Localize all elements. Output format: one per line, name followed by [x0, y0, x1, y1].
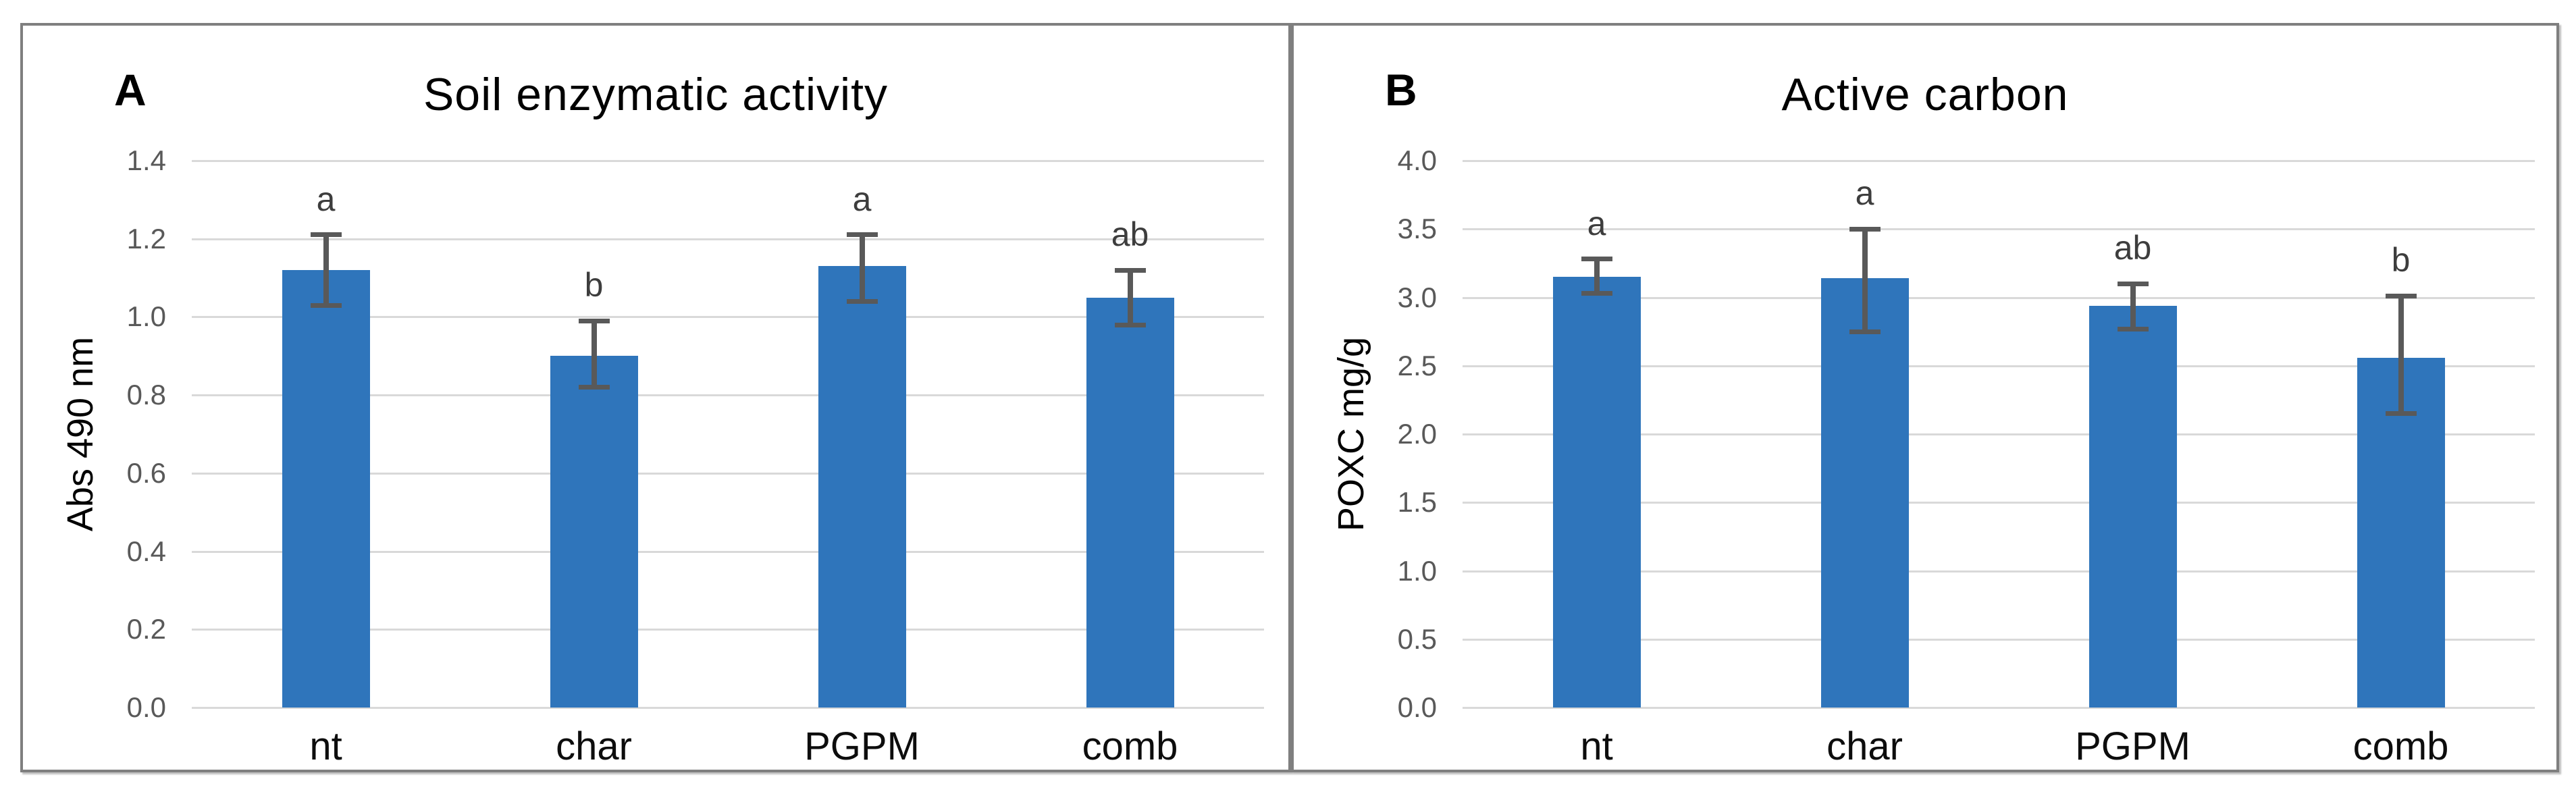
x-category-label: PGPM	[2075, 724, 2190, 768]
y-tick-label: 0.5	[1397, 622, 1437, 655]
y-tick-label: 0.2	[126, 613, 166, 645]
x-category-label: comb	[1082, 724, 1178, 768]
error-bar	[1127, 270, 1133, 325]
bar-comb	[1086, 297, 1174, 708]
x-category-label: nt	[1580, 724, 1613, 768]
bar-char	[550, 356, 638, 708]
error-bar-cap	[310, 302, 342, 308]
x-category-label: PGPM	[804, 724, 920, 768]
error-bar-cap	[846, 232, 878, 238]
x-category-label: nt	[309, 724, 342, 768]
x-category-label: char	[1826, 724, 1903, 768]
bar-char	[1820, 278, 1909, 708]
gridline	[192, 550, 1264, 553]
y-tick-label: 1.5	[1397, 486, 1437, 518]
error-bar-cap	[2117, 326, 2149, 331]
y-tick-label: 0.8	[126, 379, 166, 411]
error-bar	[2130, 284, 2136, 329]
y-tick-label: 1.4	[126, 144, 166, 176]
error-bar-cap	[1849, 329, 1881, 334]
error-bar-cap	[1114, 322, 1146, 327]
significance-letter: ab	[1111, 215, 1149, 253]
y-tick-label: 1.0	[126, 300, 166, 333]
gridline	[192, 238, 1264, 240]
gridline	[1463, 707, 2535, 709]
error-bar-cap	[1581, 257, 1612, 262]
significance-letter: a	[852, 180, 872, 218]
gridline	[1463, 502, 2535, 504]
gridline	[1463, 228, 2535, 231]
error-bar-cap	[1849, 226, 1881, 232]
significance-letter: a	[1587, 204, 1606, 242]
significance-letter: b	[584, 266, 604, 304]
y-tick-label: 0.4	[126, 535, 166, 567]
y-tick-label: 3.0	[1397, 281, 1437, 313]
error-bar-cap	[1114, 267, 1146, 273]
gridline	[192, 629, 1264, 631]
significance-letter: b	[2391, 241, 2411, 280]
error-bar	[1594, 259, 1600, 294]
y-tick-label: 0.6	[126, 456, 166, 489]
y-tick-label: 1.0	[1397, 554, 1437, 587]
gridline	[1463, 570, 2535, 573]
y-tick-label: 2.0	[1397, 418, 1437, 450]
panel-b-label: B	[1385, 65, 1417, 115]
x-category-label: comb	[2352, 724, 2449, 768]
gridline	[192, 316, 1264, 319]
error-bar-cap	[2385, 411, 2417, 417]
significance-letter: a	[316, 180, 336, 218]
x-category-label: char	[556, 724, 632, 768]
gridline	[1463, 433, 2535, 435]
panel-a-chart-title: Soil enzymatic activity	[423, 69, 889, 120]
gridline	[192, 160, 1264, 162]
error-bar-cap	[2385, 293, 2417, 298]
significance-letter: a	[1855, 174, 1874, 213]
error-bar-cap	[310, 232, 342, 238]
panel-a: A Soil enzymatic activity Abs 490 nm 1.4…	[20, 23, 1291, 772]
error-bar-cap	[1581, 290, 1612, 296]
y-tick-label: 1.2	[126, 222, 166, 255]
gridline	[192, 394, 1264, 397]
error-bar	[323, 234, 329, 306]
panel-b-plot-area: 4.0 3.5 3.0 2.5 2.0 1.5 1.0 0.5 0.0 a nt a char ab PGP…	[1294, 26, 2556, 770]
gridline	[1463, 160, 2535, 162]
bar-PGPM	[2088, 305, 2177, 708]
significance-letter: ab	[2113, 229, 2152, 267]
y-tick-label: 2.5	[1397, 349, 1437, 381]
gridline	[192, 472, 1264, 475]
bar-nt	[282, 270, 370, 708]
gridline	[192, 707, 1264, 709]
error-bar-cap	[2117, 281, 2149, 286]
y-tick-label: 3.5	[1397, 213, 1437, 245]
panel-b-chart-title: Active carbon	[1781, 69, 2069, 120]
y-tick-label: 0.0	[1397, 691, 1437, 723]
panel-b: B Active carbon POXC mg/g 4.0 3.5 3.0 2.5 2.…	[1291, 23, 2559, 772]
error-bar	[859, 234, 865, 302]
error-bar-cap	[578, 318, 610, 323]
error-bar-cap	[578, 385, 610, 390]
bar-nt	[1552, 277, 1641, 708]
error-bar	[2398, 296, 2404, 414]
panel-a-label: A	[114, 65, 147, 115]
gridline	[1463, 638, 2535, 641]
panel-a-plot-area: 1.4 1.2 1.0 0.8 0.6 0.4 0.2 0.0 a nt b char a PGPM ab c…	[23, 26, 1288, 770]
gridline	[1463, 296, 2535, 299]
y-tick-label: 0.0	[126, 691, 166, 723]
y-tick-label: 4.0	[1397, 144, 1437, 176]
error-bar	[591, 321, 597, 388]
error-bar-cap	[846, 298, 878, 304]
bar-PGPM	[818, 266, 906, 708]
gridline	[1463, 365, 2535, 367]
error-bar	[1862, 229, 1868, 332]
